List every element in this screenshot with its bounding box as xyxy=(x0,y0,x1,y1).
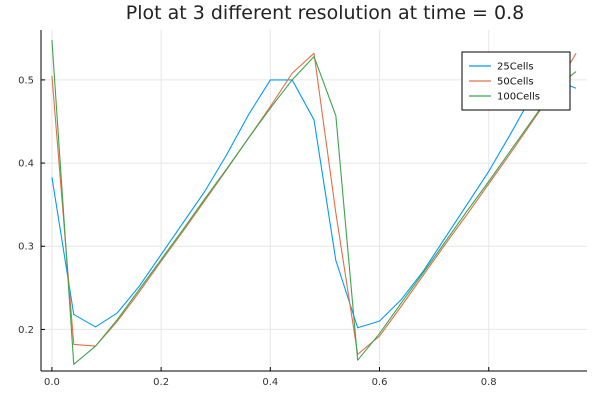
x-tick-label: 0.0 xyxy=(44,377,60,388)
x-tick-label: 0.8 xyxy=(481,377,497,388)
legend-label: 50Cells xyxy=(497,77,534,88)
legend: 25Cells 50Cells 100Cells xyxy=(461,51,571,111)
chart-title: Plot at 3 different resolution at time =… xyxy=(126,2,524,24)
tick-labels: 0.0 0.2 0.4 0.6 0.8 0.2 0.3 0.4 0.5 xyxy=(18,75,497,388)
y-tick-label: 0.4 xyxy=(18,159,34,170)
x-tick-label: 0.4 xyxy=(262,377,278,388)
series-lines xyxy=(51,39,577,365)
x-tick-label: 0.2 xyxy=(153,377,169,388)
y-tick-label: 0.3 xyxy=(18,242,34,253)
axes xyxy=(40,30,587,372)
legend-label: 100Cells xyxy=(497,92,540,103)
y-tick-label: 0.2 xyxy=(18,325,34,336)
x-tick-label: 0.6 xyxy=(372,377,388,388)
legend-items: 25Cells 50Cells 100Cells xyxy=(469,62,540,103)
y-tick-label: 0.5 xyxy=(18,75,34,86)
legend-label: 25Cells xyxy=(497,62,534,73)
series-line-50cells xyxy=(51,52,577,355)
series-line-25cells xyxy=(51,79,577,329)
series-line-100cells xyxy=(51,39,577,365)
